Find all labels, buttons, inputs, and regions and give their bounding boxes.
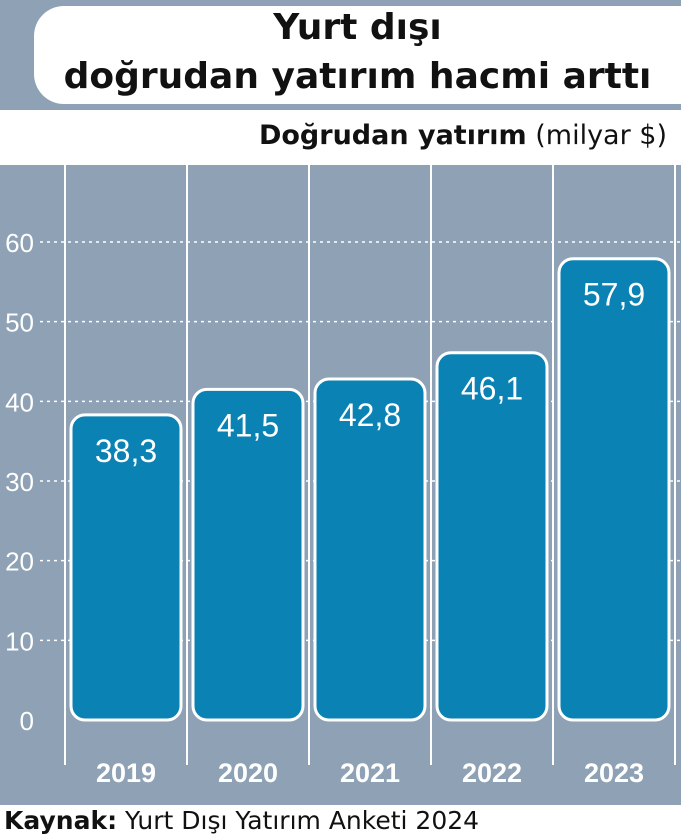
bar (69, 413, 183, 722)
x-tick-label: 2019 (96, 758, 156, 788)
source-label: Kaynak: (4, 806, 118, 835)
bar (191, 387, 305, 722)
y-tick-label: 10 (5, 626, 34, 656)
bar-value-label: 42,8 (339, 397, 401, 433)
y-axis-label: Doğrudan yatırım (milyar $) (259, 118, 667, 154)
y-tick-label: 60 (5, 228, 34, 258)
bar-value-label: 57,9 (583, 277, 645, 313)
y-axis-label-unit: (milyar $) (526, 120, 667, 151)
x-tick-label: 2020 (218, 758, 278, 788)
bar-value-label: 46,1 (461, 371, 523, 407)
bar-value-label: 41,5 (217, 407, 279, 443)
x-tick-label: 2021 (340, 758, 400, 788)
y-tick-label: 40 (5, 387, 34, 417)
chart-title-line-2: doğrudan yatırım hacmi arttı (63, 56, 652, 97)
y-tick-label: 0 (20, 706, 34, 736)
bar (435, 351, 549, 722)
y-tick-label: 50 (5, 308, 34, 338)
y-tick-label: 30 (5, 467, 34, 497)
y-axis-label-bold: Doğrudan yatırım (258, 120, 527, 151)
plot-area: 0 10 20 30 40 50 60 38,3 2019 41,5 2020 42,8 2021 46,… (0, 165, 681, 805)
bar-value-label: 38,3 (95, 433, 157, 469)
x-tick-label: 2023 (584, 758, 644, 788)
title-card (34, 6, 681, 104)
source-note: Kaynak: Yurt Dışı Yatırım Anketi 2024 (4, 806, 479, 836)
bar-chart: 0 10 20 30 40 50 60 38,3 2019 41,5 2020 42,8 2021 46,… (5, 165, 681, 788)
x-tick-label: 2022 (462, 758, 522, 788)
source-text: Yurt Dışı Yatırım Anketi 2024 (117, 806, 480, 835)
y-tick-label: 20 (5, 547, 34, 577)
bar (557, 257, 671, 722)
bar (313, 377, 427, 722)
chart-title-line-1: Yurt dışı (273, 7, 442, 48)
